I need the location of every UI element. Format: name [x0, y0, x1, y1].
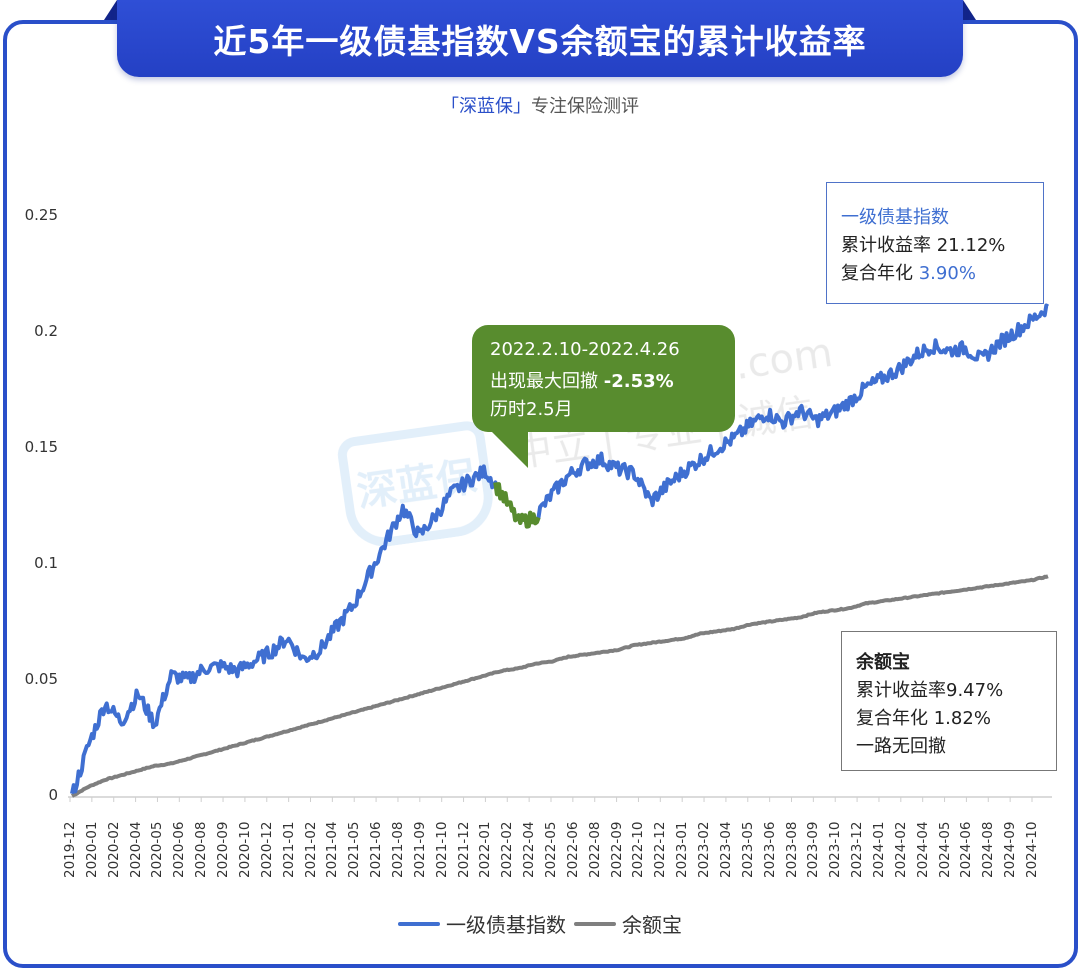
callout-pointer — [490, 430, 528, 468]
x-tick-label: 2020-08 — [193, 821, 210, 878]
x-tick-label: 2021-06 — [368, 821, 385, 878]
yuebao-box-cumulative: 累计收益率9.47% — [856, 676, 1003, 702]
x-tick-label: 2023-09 — [805, 821, 822, 878]
yuebao-cumulative-value: 9.47% — [946, 680, 1004, 701]
x-tick-label: 2020-12 — [258, 821, 275, 878]
callout-drawdown-value: -2.53% — [603, 371, 674, 392]
legend-item-yuebao[interactable]: 余额宝 — [574, 909, 682, 938]
x-tick-label: 2019-12 — [62, 821, 78, 878]
callout-duration: 历时2.5月 — [490, 399, 573, 420]
x-tick-label: 2020-02 — [105, 821, 122, 878]
x-tick-label: 2024-01 — [870, 821, 887, 878]
legend-label: 余额宝 — [622, 913, 682, 937]
x-tick-label: 2023-01 — [674, 821, 691, 878]
subtitle-text: 专注保险测评 — [531, 96, 639, 117]
x-tick-label: 2024-08 — [980, 821, 997, 878]
bond-box-annualized: 复合年化 3.90% — [841, 259, 976, 285]
x-tick-label: 2020-09 — [215, 821, 232, 878]
x-tick-label: 2022-01 — [477, 821, 494, 878]
x-tick-label: 2023-05 — [739, 821, 756, 878]
x-tick-label: 2022-02 — [499, 821, 516, 878]
x-tick-label: 2020-10 — [236, 821, 253, 878]
series-line-bond-index — [70, 303, 1050, 795]
legend-label: 一级债基指数 — [446, 913, 566, 937]
y-tick-label: 0.05 — [24, 670, 58, 688]
y-tick-label: 0.15 — [24, 438, 58, 456]
yuebao-annualized-label: 复合年化 — [856, 708, 928, 729]
title-tab-ear-right — [963, 0, 976, 20]
x-tick-label: 2021-10 — [433, 821, 450, 878]
subtitle-brand: 「深蓝保」 — [441, 96, 531, 117]
callout-period: 2022.2.10-2022.4.26 — [490, 339, 680, 360]
x-tick-label: 2021-09 — [411, 821, 428, 878]
y-tick-label: 0.2 — [34, 322, 58, 340]
callout-drawdown-label: 出现最大回撤 — [490, 371, 598, 392]
yuebao-cumulative-label: 累计收益率 — [856, 680, 946, 701]
chart-title: 近5年一级债基指数VS余额宝的累计收益率 — [213, 21, 867, 61]
drawdown-highlight-segment — [493, 482, 541, 529]
chart-legend: 一级债基指数 余额宝 — [0, 909, 1080, 938]
x-tick-label: 2024-06 — [958, 821, 975, 878]
x-tick-label: 2023-08 — [783, 821, 800, 878]
x-tick-label: 2022-05 — [543, 821, 559, 878]
x-tick-label: 2020-06 — [171, 821, 188, 878]
callout-drawdown: 出现最大回撤 -2.53% — [490, 367, 674, 393]
x-tick-label: 2021-05 — [346, 821, 363, 878]
x-tick-label: 2023-06 — [761, 821, 778, 878]
bond-box-cumulative: 累计收益率 21.12% — [841, 231, 1005, 257]
x-tick-label: 2020-05 — [149, 821, 166, 878]
bond-annualized-value: 3.90% — [918, 263, 976, 284]
subtitle: 「深蓝保」专注保险测评 — [0, 92, 1080, 118]
bond-cumulative-value: 21.12% — [936, 235, 1006, 256]
x-tick-label: 2024-09 — [1002, 821, 1019, 878]
legend-item-bond-index[interactable]: 一级债基指数 — [398, 909, 566, 938]
x-tick-label: 2020-04 — [127, 821, 144, 878]
x-tick-label: 2021-01 — [280, 821, 297, 878]
x-tick-label: 2021-04 — [324, 821, 341, 878]
x-tick-label: 2023-02 — [696, 821, 713, 878]
x-tick-label: 2024-10 — [1024, 821, 1040, 878]
x-tick-label: 2024-05 — [936, 821, 953, 878]
title-banner: 近5年一级债基指数VS余额宝的累计收益率 — [117, 0, 963, 77]
bond-box-title: 一级债基指数 — [841, 207, 949, 228]
yuebao-annualized-value: 1.82% — [933, 708, 991, 729]
x-tick-label: 2021-08 — [389, 821, 406, 878]
bond-annualized-label: 复合年化 — [841, 263, 913, 284]
x-tick-label: 2020-01 — [83, 821, 100, 878]
x-tick-label: 2021-12 — [455, 821, 472, 878]
x-tick-label: 2023-12 — [849, 821, 866, 878]
yuebao-summary-box: 余额宝 累计收益率9.47% 复合年化 1.82% 一路无回撤 — [841, 631, 1057, 771]
x-tick-label: 2024-02 — [892, 821, 909, 878]
x-tick-label: 2022-04 — [521, 821, 538, 878]
bond-cumulative-label: 累计收益率 — [841, 235, 931, 256]
bond-index-summary-box: 一级债基指数 累计收益率 21.12% 复合年化 3.90% — [826, 182, 1044, 304]
x-tick-label: 2022-12 — [652, 821, 669, 878]
x-tick-label: 2021-02 — [302, 821, 319, 878]
series-line-yuebao — [70, 574, 1049, 798]
x-tick-label: 2023-04 — [717, 821, 734, 878]
x-tick-label: 2022-10 — [630, 821, 647, 878]
x-tick-label: 2022-08 — [586, 821, 603, 878]
yuebao-box-note: 一路无回撤 — [856, 736, 946, 757]
x-tick-label: 2023-10 — [827, 821, 844, 878]
title-tab-ear-left — [104, 0, 117, 20]
yuebao-box-annualized: 复合年化 1.82% — [856, 704, 991, 730]
chart-frame — [3, 20, 1078, 968]
yuebao-box-title: 余额宝 — [856, 652, 910, 673]
x-tick-label: 2022-06 — [564, 821, 581, 878]
legend-swatch-line-icon — [398, 921, 440, 926]
y-tick-label: 0.25 — [24, 206, 58, 224]
y-tick-label: 0 — [48, 786, 58, 804]
legend-swatch-line-icon — [574, 921, 616, 926]
drawdown-callout: 2022.2.10-2022.4.26 出现最大回撤 -2.53% 历时2.5月 — [472, 325, 735, 432]
y-tick-label: 0.1 — [34, 554, 58, 572]
x-tick-label: 2024-04 — [914, 821, 931, 878]
x-tick-label: 2022-09 — [608, 821, 625, 878]
